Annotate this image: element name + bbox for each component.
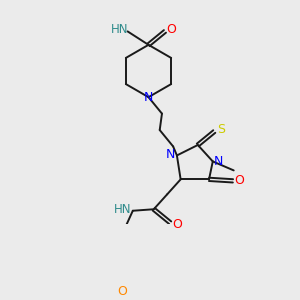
Text: HN: HN: [111, 22, 129, 36]
Text: O: O: [235, 174, 244, 188]
Text: N: N: [166, 148, 176, 161]
Text: O: O: [117, 285, 127, 298]
Text: S: S: [217, 123, 225, 136]
Text: HN: HN: [114, 203, 131, 216]
Text: O: O: [172, 218, 182, 231]
Text: N: N: [144, 91, 153, 104]
Text: N: N: [214, 155, 224, 168]
Text: O: O: [167, 22, 177, 36]
